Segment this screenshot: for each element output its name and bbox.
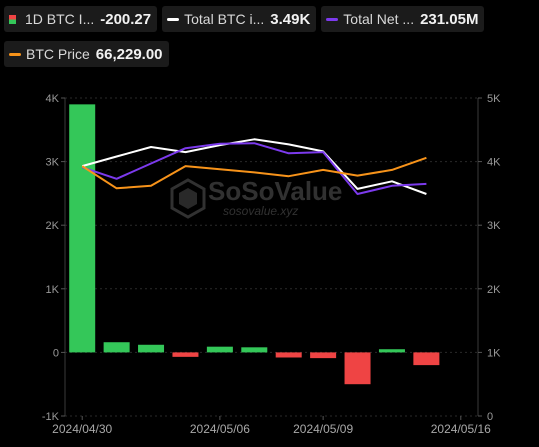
sosovalue-logo-icon (170, 178, 206, 219)
x-tick-label: 2024/04/30 (52, 422, 112, 436)
legend-label: BTC Price (26, 46, 90, 62)
watermark-subtitle: sosovalue.xyz (223, 204, 298, 218)
y-tick-label: 1K (46, 284, 60, 296)
y-tick-label: 3K (46, 157, 60, 169)
btc-price-line (81, 156, 427, 190)
legend-value: 3.49K (270, 10, 311, 28)
y-tick-label: 3K (487, 220, 501, 232)
right-axis: 5K 4K 3K 2K 1K 0 (478, 93, 501, 423)
bar (275, 352, 302, 358)
bar (413, 352, 440, 366)
left-axis: 4K 3K 2K 1K 0 -1K (42, 93, 65, 423)
legend-item-total-net[interactable]: Total Net ... 231.05M (321, 6, 485, 32)
y-tick-label: 1K (487, 347, 501, 359)
x-tick-label: 2024/05/09 (293, 422, 353, 436)
legend-label: Total BTC i... (184, 11, 265, 27)
bar (206, 346, 233, 353)
y-tick-label: 2K (46, 220, 60, 232)
y-tick-label: 4K (487, 157, 501, 169)
line-series-icon (326, 17, 339, 21)
legend-value: 66,229.00 (95, 45, 163, 63)
legend-item-btc-price[interactable]: BTC Price 66,229.00 (4, 41, 169, 67)
x-tick-label: 2024/05/16 (431, 422, 491, 436)
y-tick-label: 0 (487, 411, 493, 423)
bar-series (69, 104, 440, 385)
line-series-icon (9, 52, 21, 56)
x-axis: 2024/04/30 2024/05/06 2024/05/09 2024/05/16 (52, 416, 491, 436)
y-tick-label: 4K (46, 93, 60, 105)
y-tick-label: 2K (487, 284, 501, 296)
bar (69, 104, 96, 353)
legend-row-1: 1D BTC I... -200.27 Total BTC i... 3.49K… (4, 6, 485, 32)
bar (378, 349, 405, 353)
y-tick-label: 5K (487, 93, 501, 105)
y-tick-label: -1K (42, 411, 60, 423)
total-net-line (81, 142, 427, 195)
y-tick-label: 0 (53, 347, 59, 359)
bar-series-icon (9, 14, 16, 24)
bar (103, 342, 130, 353)
legend-row-2: BTC Price 66,229.00 (4, 41, 169, 67)
bar (241, 347, 268, 353)
line-series (81, 138, 427, 195)
legend-label: Total Net ... (343, 11, 415, 27)
watermark-title: SoSoValue (208, 176, 342, 206)
watermark: SoSoValue sosovalue.xyz (170, 176, 342, 219)
grid (64, 97, 479, 417)
line-series-icon (167, 17, 180, 21)
legend-label: 1D BTC I... (25, 11, 95, 27)
bar (138, 344, 165, 353)
total-btc-line (81, 138, 427, 195)
legend-value: 231.05M (420, 10, 479, 28)
legend-value: -200.27 (100, 10, 152, 28)
bar (310, 352, 337, 359)
legend-item-total-btc[interactable]: Total BTC i... 3.49K (162, 6, 317, 32)
legend-item-btc-inflow[interactable]: 1D BTC I... -200.27 (4, 6, 158, 32)
bar (344, 352, 371, 385)
bar (172, 352, 199, 357)
x-tick-label: 2024/05/06 (190, 422, 250, 436)
